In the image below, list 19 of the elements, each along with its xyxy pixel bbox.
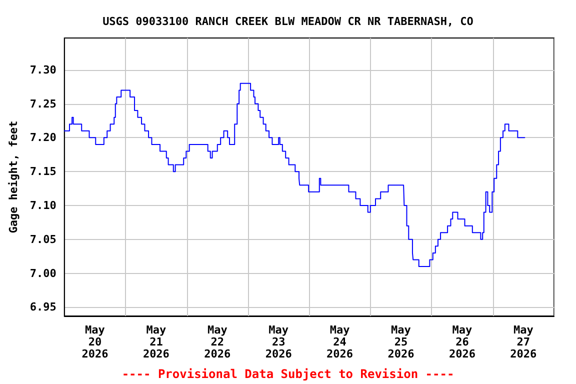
y-tick-label: 7.10 xyxy=(30,198,56,212)
text: ---- Provisional Data Subject to Revision ---- xyxy=(122,367,454,381)
y-tick-label: 7.00 xyxy=(30,266,56,280)
y-tick-label: 7.15 xyxy=(30,165,56,178)
x-tick-label: May 23 2026 xyxy=(265,324,292,360)
y-tick-label: 7.25 xyxy=(30,97,56,110)
x-tick-label: May 20 2026 xyxy=(82,324,109,360)
y-tick-label: 6.95 xyxy=(30,300,56,314)
x-tick-label: May 26 2026 xyxy=(448,324,476,360)
x-tick-label: May 21 2026 xyxy=(142,324,170,360)
chart-title: USGS 09033100 RANCH CREEK BLW MEADOW CR NR TABERNASH, CO xyxy=(102,15,474,28)
y-axis-title: Gage height, feet xyxy=(7,120,20,234)
x-tick-label: May 27 2026 xyxy=(510,324,538,360)
y-tick-label: 7.30 xyxy=(30,63,56,76)
x-tick-label: May 25 2026 xyxy=(388,324,415,360)
y-tick-label: 7.05 xyxy=(30,232,56,246)
x-tick-label: May 22 2026 xyxy=(204,324,232,360)
y-tick-label: 7.20 xyxy=(30,131,56,144)
x-tick-label: May 24 2026 xyxy=(326,324,354,360)
